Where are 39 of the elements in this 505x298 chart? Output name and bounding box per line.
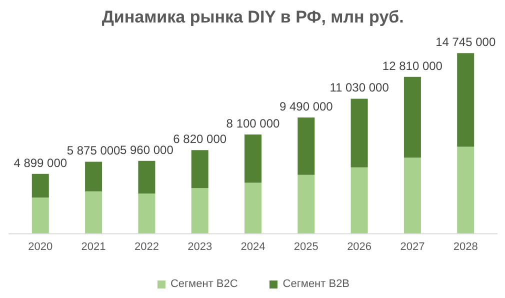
bar — [138, 194, 156, 234]
x-tick-label: 2026 — [347, 240, 372, 253]
annotation: 6 820 000 — [173, 132, 227, 146]
annotation: 5 875 000 — [66, 144, 121, 158]
annotation: 9 490 000 — [279, 99, 334, 114]
x-tick-label: 2028 — [453, 240, 478, 253]
annotation: 11 030 000 — [330, 80, 390, 95]
bar — [457, 146, 474, 234]
bar — [298, 174, 315, 234]
x-tick-label: 2027 — [400, 240, 425, 253]
chart-title: Динамика рынка DIY в РФ, млн руб. — [102, 8, 404, 26]
bar — [32, 174, 49, 198]
annotation: 8 100 000 — [226, 116, 280, 130]
annotation: 12 810 000 — [382, 58, 443, 73]
bar — [191, 150, 208, 188]
bar — [404, 158, 421, 234]
bar — [350, 98, 368, 168]
bar — [350, 167, 368, 234]
legend-label: Сегмент B2C — [170, 278, 238, 290]
bar — [244, 182, 262, 234]
x-tick-label: 2021 — [81, 240, 106, 253]
bar — [298, 117, 315, 175]
x-tick-label: 2023 — [188, 240, 212, 253]
bar — [457, 53, 474, 147]
bar — [85, 162, 102, 192]
bar — [191, 188, 208, 234]
annotation: 5 960 000 — [120, 142, 174, 157]
x-tick-label: 2022 — [134, 240, 159, 253]
x-tick-label: 2020 — [28, 240, 53, 253]
bar — [85, 191, 102, 234]
bar — [32, 198, 49, 234]
bar — [138, 160, 156, 194]
legend-label: Сегмент B2B — [282, 278, 350, 290]
bar — [404, 76, 421, 158]
x-tick-label: 2024 — [240, 240, 266, 253]
x-tick-label: 2025 — [294, 240, 318, 253]
bar — [244, 134, 262, 183]
annotation: 14 745 000 — [436, 35, 496, 50]
annotation: 4 899 000 — [14, 156, 68, 170]
